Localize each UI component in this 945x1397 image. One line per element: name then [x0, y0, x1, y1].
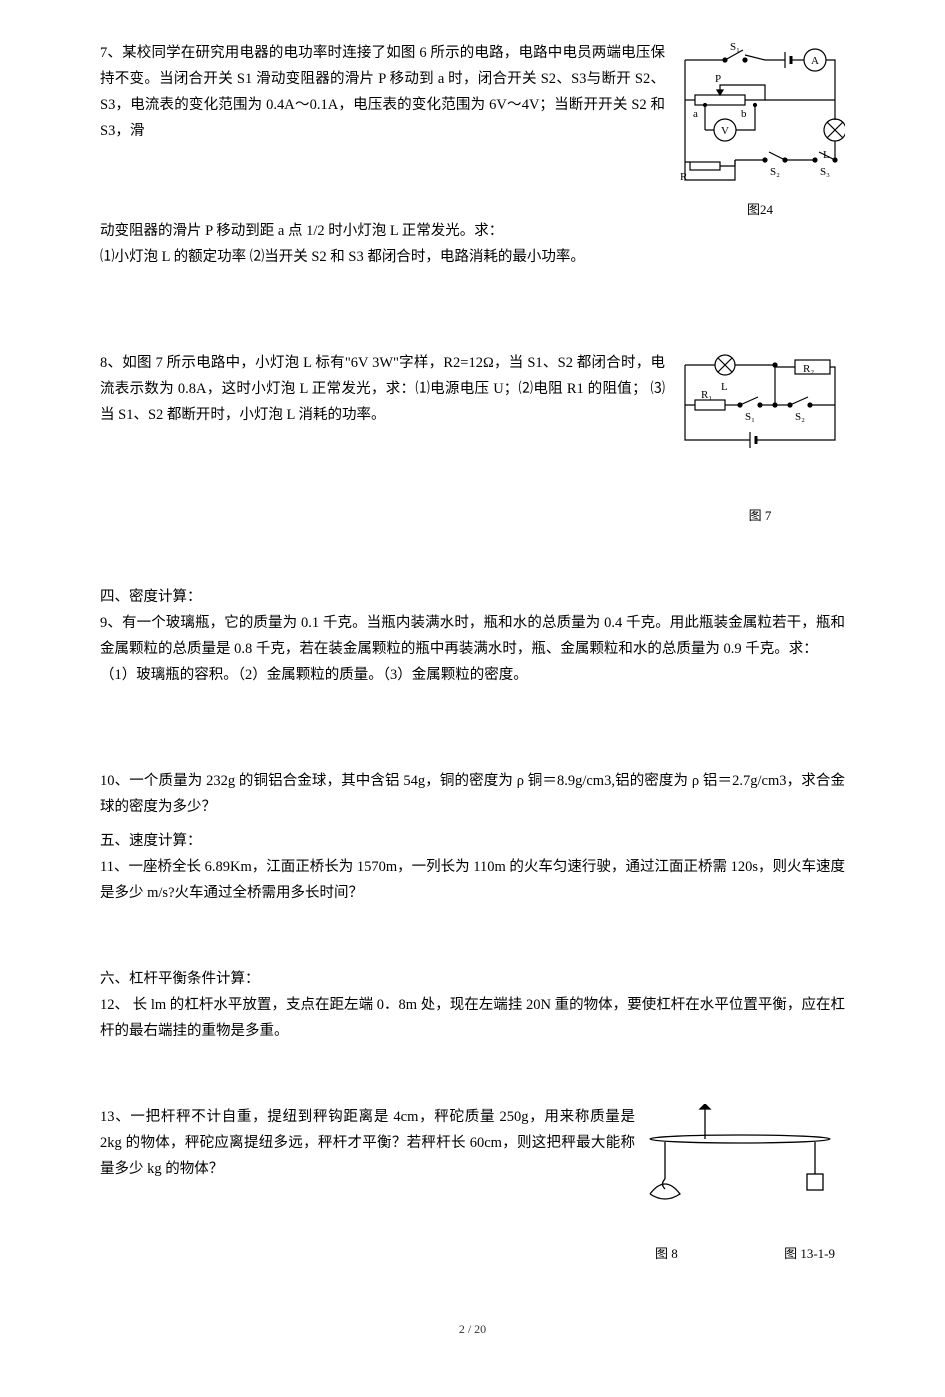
svg-text:L: L [721, 381, 728, 393]
figure-24: S₁ A L [675, 40, 845, 218]
problem-7: 7、某校同学在研究用电器的电功率时连接了如图 6 所示的电路，电路中电员两端电压… [100, 40, 845, 270]
problem-12-text: 12、 长 lm 的杠杆水平放置，支点在距左端 0．8m 处，现在左端挂 20N… [100, 992, 845, 1044]
svg-text:S₁: S₁ [730, 41, 740, 53]
problem-9-text-1: 9、有一个玻璃瓶，它的质量为 0.1 千克。当瓶内装满水时，瓶和水的总质量为 0… [100, 610, 845, 662]
svg-text:a: a [693, 108, 698, 120]
svg-text:R₂: R₂ [803, 363, 814, 375]
svg-text:b: b [741, 108, 747, 120]
figure-13-1-9-caption: 图 13-1-9 [784, 1243, 835, 1262]
problem-13-text: 13、一把杆秤不计自重，提纽到秤钩距离是 4cm，秤砣质量 250g，用来称质量… [100, 1104, 635, 1182]
page-footer: 2 / 20 [100, 1322, 845, 1337]
svg-text:S₂: S₂ [770, 166, 780, 178]
svg-text:S₁: S₁ [745, 411, 755, 423]
problem-8-text: 8、如图 7 所示电路中，小灯泡 L 标有"6V 3W"字样，R2=12Ω，当 … [100, 350, 665, 428]
problem-10: 10、一个质量为 232g 的铜铝合金球，其中含铝 54g，铜的密度为 ρ 铜＝… [100, 768, 845, 820]
figure-7: L R₂ R₁ [675, 350, 845, 524]
problem-9-text-2: （1）玻璃瓶的容积。（2）金属颗粒的质量。（3）金属颗粒的密度。 [100, 662, 845, 688]
problem-10-text: 10、一个质量为 232g 的铜铝合金球，其中含铝 54g，铜的密度为 ρ 铜＝… [100, 768, 845, 820]
svg-text:S₂: S₂ [795, 411, 805, 423]
problem-11-text: 11、一座桥全长 6.89Km，江面正桥长为 1570m，一列长为 110m 的… [100, 854, 845, 906]
svg-text:P: P [715, 73, 721, 85]
problem-8: 8、如图 7 所示电路中，小灯泡 L 标有"6V 3W"字样，R2=12Ω，当 … [100, 350, 845, 524]
svg-text:R₁: R₁ [701, 389, 712, 401]
steelyard-diagram [645, 1104, 845, 1234]
problem-7-text-3: ⑴小灯泡 L 的额定功率 ⑵当开关 S2 和 S3 都闭合时，电路消耗的最小功率… [100, 244, 845, 270]
section-4-heading: 四、密度计算： [100, 584, 845, 610]
figure-7-caption: 图 7 [675, 505, 845, 524]
svg-text:S₃: S₃ [820, 166, 830, 178]
problem-11: 11、一座桥全长 6.89Km，江面正桥长为 1570m，一列长为 110m 的… [100, 854, 845, 906]
figure-8-caption: 图 8 [655, 1243, 678, 1262]
problem-12: 12、 长 lm 的杠杆水平放置，支点在距左端 0．8m 处，现在左端挂 20N… [100, 992, 845, 1044]
svg-text:V: V [721, 125, 729, 137]
figure-8-and-13-1-9: 图 8 图 13-1-9 [645, 1104, 845, 1262]
page-container: 7、某校同学在研究用电器的电功率时连接了如图 6 所示的电路，电路中电员两端电压… [0, 0, 945, 1397]
problem-9: 9、有一个玻璃瓶，它的质量为 0.1 千克。当瓶内装满水时，瓶和水的总质量为 0… [100, 610, 845, 688]
section-5-heading: 五、速度计算： [100, 828, 845, 854]
svg-text:A: A [811, 55, 819, 67]
problem-7-text-2: 动变阻器的滑片 P 移动到距 a 点 1/2 时小灯泡 L 正常发光。求： [100, 218, 845, 244]
figure-24-caption: 图24 [675, 199, 845, 218]
circuit-diagram-7: L R₂ R₁ [675, 350, 845, 460]
problem-13: 13、一把杆秤不计自重，提纽到秤钩距离是 4cm，秤砣质量 250g，用来称质量… [100, 1104, 845, 1262]
problem-7-text-1: 7、某校同学在研究用电器的电功率时连接了如图 6 所示的电路，电路中电员两端电压… [100, 40, 665, 144]
circuit-diagram-24: S₁ A L [675, 40, 845, 190]
section-6-heading: 六、杠杆平衡条件计算： [100, 966, 845, 992]
svg-text:R: R [680, 171, 688, 183]
